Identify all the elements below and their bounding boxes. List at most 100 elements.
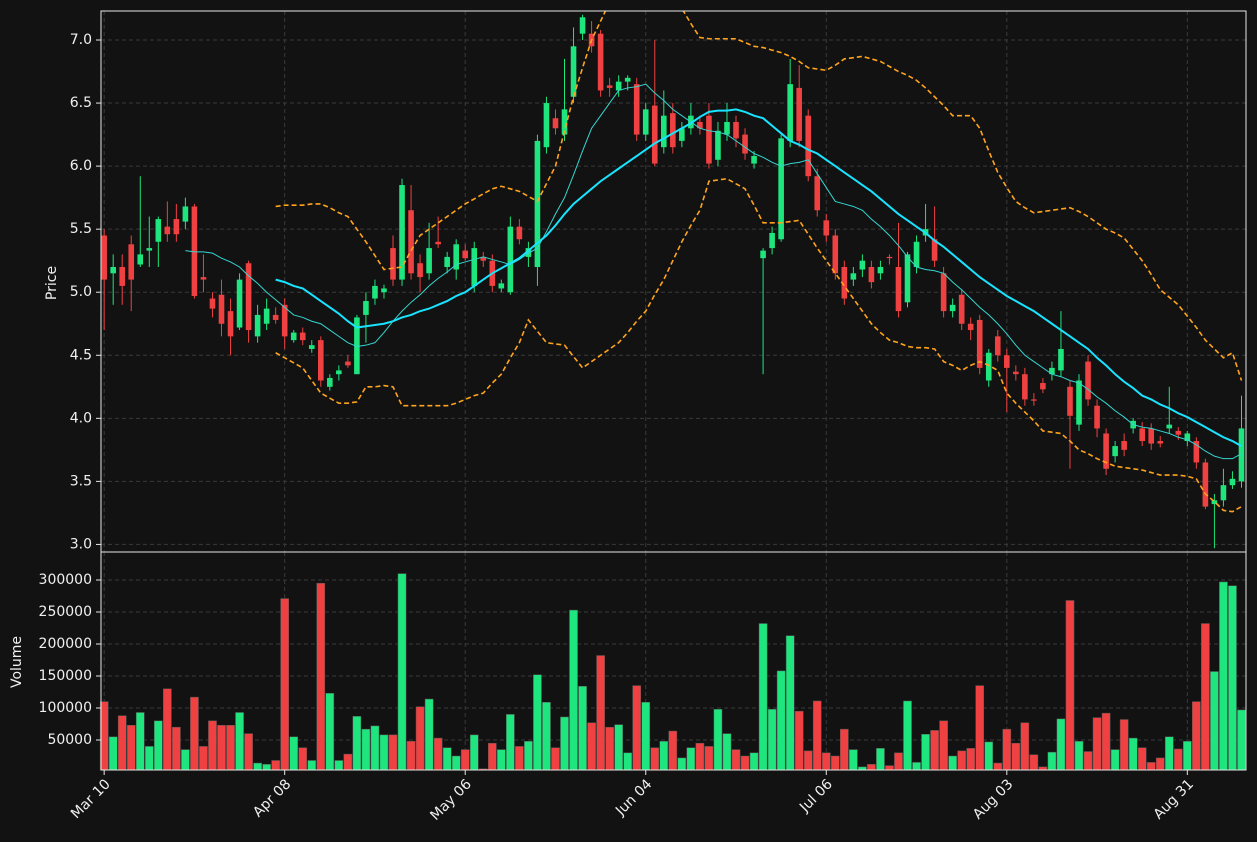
y-tick-label: 7.0 <box>70 32 92 48</box>
candle-body <box>218 294 225 324</box>
volume-bar <box>587 722 596 771</box>
candle-body <box>462 250 469 259</box>
volume-bar <box>542 701 551 771</box>
candle-body <box>615 81 622 91</box>
volume-bar <box>704 746 714 771</box>
candle-body <box>651 105 658 164</box>
candle-body <box>985 352 992 381</box>
candle-body <box>823 220 830 236</box>
volume-bar <box>840 728 849 771</box>
volume-axis-label: Volume <box>9 636 25 688</box>
volume-tick-label: 250000 <box>39 604 92 620</box>
volume-bar <box>830 755 840 771</box>
candle-body <box>751 156 757 164</box>
candle-body <box>904 254 911 303</box>
candle-body <box>958 294 965 324</box>
candle-body <box>101 235 107 280</box>
volume-bar <box>1101 712 1111 771</box>
volume-bar <box>199 746 208 771</box>
y-tick-label: 5.5 <box>70 221 92 237</box>
volume-bar <box>181 749 190 771</box>
volume-bar <box>226 725 235 771</box>
volume-bar <box>451 755 461 771</box>
volume-bar <box>749 752 759 771</box>
volume-bar <box>1119 719 1129 771</box>
volume-bar <box>379 734 389 771</box>
candle-body <box>805 115 812 177</box>
volume-bar <box>1146 762 1156 771</box>
volume-bar <box>1002 728 1012 771</box>
volume-bar <box>794 710 804 771</box>
volume-bar <box>668 730 678 771</box>
candle-body <box>670 113 676 148</box>
candle-body <box>841 266 848 299</box>
volume-bar <box>361 728 371 771</box>
volume-bar <box>560 716 569 771</box>
volume-bar <box>271 760 280 771</box>
volume-bar <box>930 730 939 771</box>
candle-body <box>146 248 153 251</box>
volume-bar <box>939 720 948 771</box>
candle-body <box>137 254 144 265</box>
overlay-line <box>185 83 1242 460</box>
volume-bar <box>776 670 786 771</box>
candle-body <box>281 304 288 337</box>
candle-body <box>624 77 631 82</box>
volume-bar <box>244 733 253 771</box>
volume-bar <box>154 720 163 771</box>
candle-body <box>390 248 396 280</box>
volume-bar <box>1074 741 1084 771</box>
volume-bar <box>325 693 335 771</box>
candle-body <box>200 277 207 280</box>
y-tick-label: 4.5 <box>70 347 92 363</box>
volume-bar <box>424 698 434 771</box>
volume-bar <box>623 752 633 771</box>
candle-body <box>1040 383 1046 390</box>
candle-body <box>480 256 487 261</box>
candle-body <box>949 304 956 312</box>
candle-body <box>660 115 667 148</box>
candle-body <box>733 121 739 139</box>
candle-body <box>994 336 1001 356</box>
volume-bar <box>298 747 308 771</box>
volume-bar <box>921 733 930 771</box>
volume-bar <box>1092 717 1102 771</box>
volume-tick-label: 200000 <box>39 636 92 652</box>
candle-body <box>697 121 703 129</box>
candle-body <box>363 301 369 315</box>
volume-bar <box>1065 600 1075 771</box>
candle-body <box>1202 462 1209 507</box>
volume-bar <box>1029 754 1039 771</box>
candle-body <box>1085 361 1091 400</box>
volume-bar <box>487 742 497 771</box>
candle-body <box>417 263 423 278</box>
volume-bar <box>370 725 380 771</box>
candle-body <box>272 314 279 320</box>
candle-body <box>435 241 441 245</box>
candle-body <box>606 85 613 88</box>
volume-bar <box>388 734 398 771</box>
candle-body <box>931 239 938 261</box>
volume-bar <box>578 685 587 771</box>
volume-bar <box>1237 709 1246 771</box>
volume-bar <box>605 726 614 771</box>
volume-bar <box>975 685 985 771</box>
volume-tick-label: 300000 <box>39 572 92 588</box>
candle-body <box>1067 386 1073 416</box>
volume-bar <box>785 635 795 771</box>
overlay-line <box>275 108 1242 447</box>
volume-bar <box>1228 585 1237 771</box>
volume-bar <box>713 709 723 771</box>
volume-bar <box>190 696 199 771</box>
candle-body <box>1013 371 1019 375</box>
volume-bar <box>984 741 994 771</box>
candle-body <box>1112 446 1118 457</box>
candle-body <box>191 206 198 297</box>
candle-body <box>290 332 297 341</box>
candle-body <box>525 248 532 257</box>
volume-bar <box>632 685 642 771</box>
volume-bar <box>1219 581 1228 771</box>
candle-body <box>597 33 604 91</box>
